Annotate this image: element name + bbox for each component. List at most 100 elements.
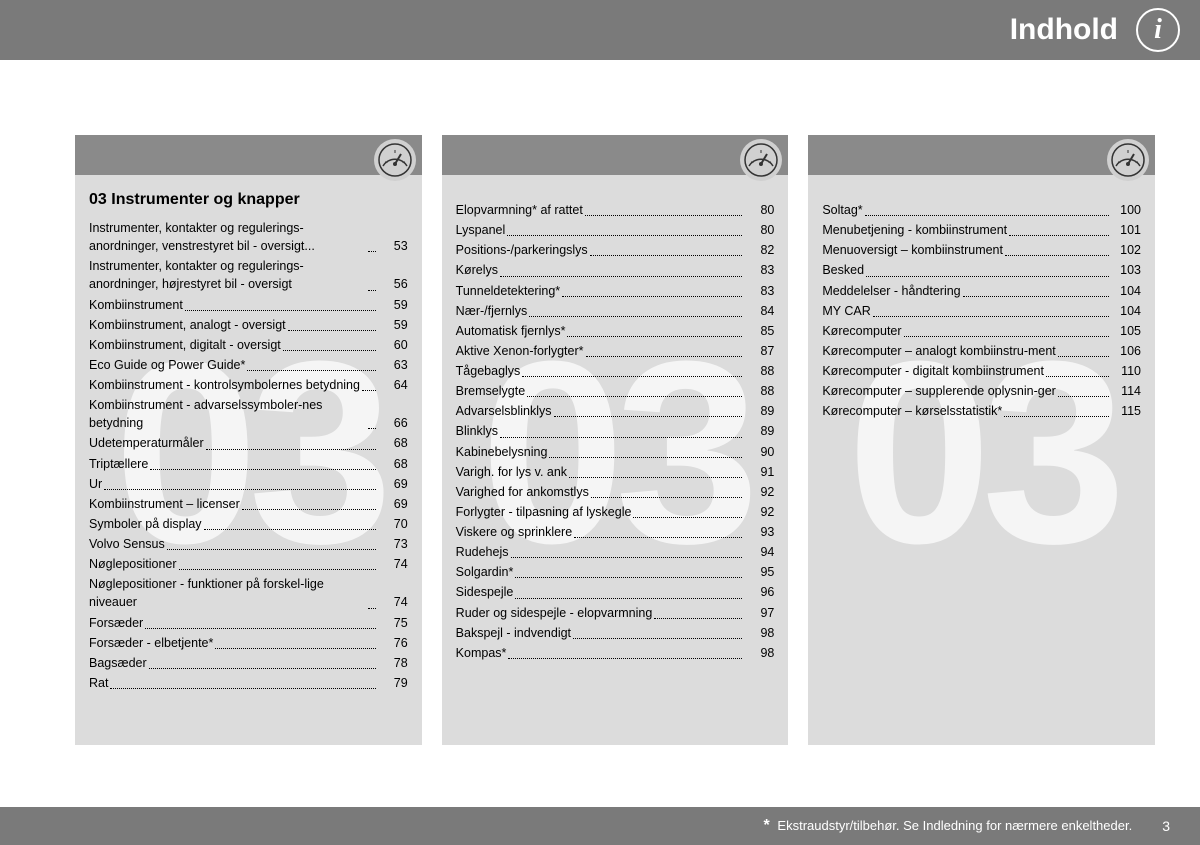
toc-entry-label: Viskere og sprinklere bbox=[456, 523, 573, 541]
toc-entry: Tågebaglys88 bbox=[456, 362, 775, 380]
toc-entry-page: 98 bbox=[746, 624, 774, 642]
toc-dots bbox=[368, 428, 376, 429]
toc-entry-label: Soltag* bbox=[822, 201, 862, 219]
toc-entry: Kombiinstrument – licenser 69 bbox=[89, 495, 408, 513]
toc-entry-page: 87 bbox=[746, 342, 774, 360]
column-body-1: 03 Instrumenter og knapper Instrumenter,… bbox=[75, 175, 422, 712]
toc-dots bbox=[1058, 396, 1109, 397]
toc-entry-label: Meddelelser - håndtering bbox=[822, 282, 960, 300]
toc-entry-page: 60 bbox=[380, 336, 408, 354]
toc-entry-label: Forsæder bbox=[89, 614, 143, 632]
toc-entry-page: 97 bbox=[746, 604, 774, 622]
toc-entry-page: 80 bbox=[746, 221, 774, 239]
toc-dots bbox=[204, 529, 376, 530]
toc-dots bbox=[500, 276, 742, 277]
column-body-3: Soltag*100Menubetjening - kombiinstrumen… bbox=[808, 175, 1155, 440]
toc-dots bbox=[1004, 416, 1109, 417]
toc-entry-page: 104 bbox=[1113, 302, 1141, 320]
toc-dots bbox=[515, 577, 742, 578]
toc-entry-label: Forlygter - tilpasning af lyskegle bbox=[456, 503, 632, 521]
toc-entry: Lyspanel80 bbox=[456, 221, 775, 239]
toc-entry: Instrumenter, kontakter og regulerings-a… bbox=[89, 257, 408, 293]
toc-entry: Kombiinstrument 59 bbox=[89, 296, 408, 314]
toc-dots bbox=[515, 598, 742, 599]
toc-entry-page: 115 bbox=[1113, 402, 1141, 420]
toc-entry-page: 89 bbox=[746, 422, 774, 440]
toc-entry-label: Besked bbox=[822, 261, 864, 279]
toc-entry: Kørecomputer – kørselsstatistik*115 bbox=[822, 402, 1141, 420]
toc-dots bbox=[368, 608, 376, 609]
toc-entry: Advarselsblinklys89 bbox=[456, 402, 775, 420]
toc-dots bbox=[562, 296, 742, 297]
toc-entry-page: 69 bbox=[380, 495, 408, 513]
toc-entry-label: Forsæder - elbetjente* bbox=[89, 634, 213, 652]
toc-entry-page: 59 bbox=[380, 296, 408, 314]
toc-entry-label: Advarselsblinklys bbox=[456, 402, 552, 420]
toc-entry-label: Rat bbox=[89, 674, 108, 692]
toc-entry: Eco Guide og Power Guide*63 bbox=[89, 356, 408, 374]
toc-entry: Tunneldetektering*83 bbox=[456, 282, 775, 300]
toc-entry-label: Kombiinstrument bbox=[89, 296, 183, 314]
toc-entry: Meddelelser - håndtering104 bbox=[822, 282, 1141, 300]
toc-entry-label: Kørecomputer – supplerende oplysnin-ger bbox=[822, 382, 1055, 400]
toc-entry-label: Nøglepositioner bbox=[89, 555, 177, 573]
toc-entry: Nøglepositioner - funktioner på forskel-… bbox=[89, 575, 408, 611]
toc-entry-label: Tunneldetektering* bbox=[456, 282, 560, 300]
toc-dots bbox=[585, 215, 743, 216]
page-number: 3 bbox=[1162, 818, 1170, 834]
toc-entry-label: Triptællere bbox=[89, 455, 148, 473]
toc-entry: Triptællere68 bbox=[89, 455, 408, 473]
toc-entry-page: 93 bbox=[746, 523, 774, 541]
toc-dots bbox=[511, 557, 743, 558]
column-header bbox=[442, 135, 789, 175]
toc-entry: Ruder og sidespejle - elopvarmning 97 bbox=[456, 604, 775, 622]
toc-entry-label: Kombiinstrument – licenser bbox=[89, 495, 240, 513]
toc-entry-label: Ruder og sidespejle - elopvarmning bbox=[456, 604, 653, 622]
toc-entry: Blinklys89 bbox=[456, 422, 775, 440]
toc-entry: Kørelys83 bbox=[456, 261, 775, 279]
toc-dots bbox=[104, 489, 375, 490]
info-icon: i bbox=[1136, 8, 1180, 52]
page-header: Indhold i bbox=[0, 0, 1200, 60]
toc-entry-page: 95 bbox=[746, 563, 774, 581]
toc-entry-page: 74 bbox=[380, 593, 408, 611]
toc-dots bbox=[963, 296, 1109, 297]
toc-dots bbox=[368, 290, 376, 291]
toc-entry: Soltag*100 bbox=[822, 201, 1141, 219]
toc-entry-label: Bagsæder bbox=[89, 654, 147, 672]
toc-dots bbox=[522, 376, 742, 377]
toc-entry-page: 110 bbox=[1113, 362, 1141, 380]
toc-entry-label: Automatisk fjernlys* bbox=[456, 322, 566, 340]
toc-entry-label: Instrumenter, kontakter og regulerings-a… bbox=[89, 257, 366, 293]
toc-entry: Viskere og sprinklere 93 bbox=[456, 523, 775, 541]
toc-dots bbox=[527, 396, 742, 397]
toc-entry: Bremselygte88 bbox=[456, 382, 775, 400]
column-header bbox=[75, 135, 422, 175]
toc-entry: Rudehejs94 bbox=[456, 543, 775, 561]
toc-entry-page: 59 bbox=[380, 316, 408, 334]
toc-entry-page: 85 bbox=[746, 322, 774, 340]
toc-entry: Kørecomputer – supplerende oplysnin-ger1… bbox=[822, 382, 1141, 400]
toc-entry: Forlygter - tilpasning af lyskegle92 bbox=[456, 503, 775, 521]
toc-dots bbox=[185, 310, 376, 311]
toc-dots bbox=[573, 638, 742, 639]
toc-dots bbox=[283, 350, 376, 351]
toc-dots bbox=[529, 316, 742, 317]
toc-entry-label: Kombiinstrument, digitalt - oversigt bbox=[89, 336, 281, 354]
toc-dots bbox=[591, 497, 743, 498]
toc-entry-page: 82 bbox=[746, 241, 774, 259]
toc-entry-page: 74 bbox=[380, 555, 408, 573]
toc-dots bbox=[554, 416, 743, 417]
column-body-2: Elopvarmning* af rattet80Lyspanel80Posit… bbox=[442, 175, 789, 682]
toc-dots bbox=[574, 537, 742, 538]
toc-entry-label: Sidespejle bbox=[456, 583, 514, 601]
page-footer: * Ekstraudstyr/tilbehør. Se Indledning f… bbox=[0, 807, 1200, 845]
footer-note: * Ekstraudstyr/tilbehør. Se Indledning f… bbox=[764, 817, 1133, 835]
toc-entry-page: 79 bbox=[380, 674, 408, 692]
toc-entry: Rat 79 bbox=[89, 674, 408, 692]
toc-entry-page: 69 bbox=[380, 475, 408, 493]
toc-dots bbox=[590, 255, 743, 256]
toc-entry-label: Ur bbox=[89, 475, 102, 493]
toc-entry-page: 101 bbox=[1113, 221, 1141, 239]
toc-entry: Kombiinstrument - advarselssymboler-nes … bbox=[89, 396, 408, 432]
